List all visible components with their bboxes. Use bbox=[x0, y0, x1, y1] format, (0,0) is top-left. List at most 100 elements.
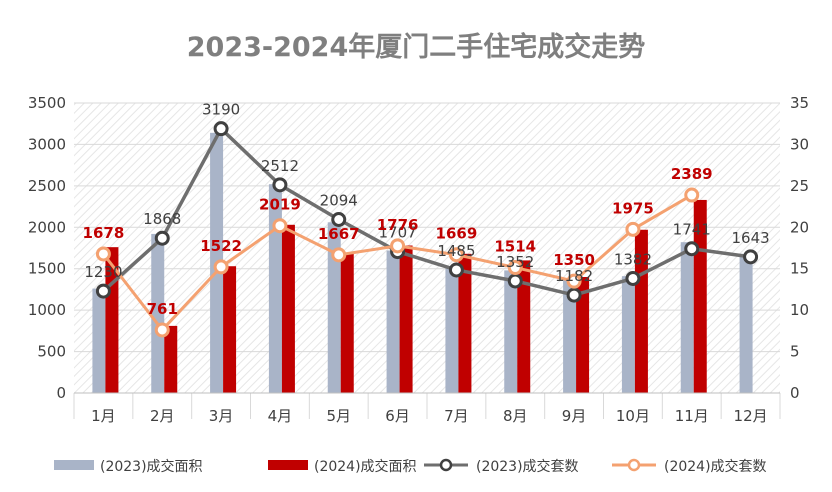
bar bbox=[281, 224, 295, 393]
line-series bbox=[95, 121, 759, 338]
y-left-tick-label: 0 bbox=[56, 384, 66, 402]
legend-label: (2024)成交面积 bbox=[314, 458, 417, 475]
y-right-tick-label: 15 bbox=[790, 260, 809, 278]
line-marker bbox=[213, 121, 229, 137]
x-tick-label: 3月 bbox=[209, 407, 234, 425]
bar bbox=[576, 277, 590, 393]
line-marker bbox=[331, 211, 347, 227]
data-label: 1669 bbox=[436, 225, 478, 243]
legend-swatch bbox=[54, 460, 94, 470]
y-left-tick-label: 3000 bbox=[28, 135, 66, 153]
data-label: 3190 bbox=[202, 101, 240, 119]
x-tick-label: 7月 bbox=[444, 407, 469, 425]
y-left-tick-label: 500 bbox=[37, 343, 66, 361]
data-label: 1514 bbox=[494, 238, 536, 256]
line-marker bbox=[331, 247, 347, 263]
line-marker bbox=[625, 221, 641, 237]
bar bbox=[151, 233, 165, 393]
data-label: 1230 bbox=[84, 263, 122, 281]
bar bbox=[386, 250, 400, 393]
bar bbox=[340, 252, 354, 393]
data-label: 2389 bbox=[671, 165, 713, 183]
line-marker bbox=[272, 177, 288, 193]
y-right-tick-label: 5 bbox=[790, 343, 800, 361]
bar bbox=[504, 270, 518, 393]
legend: (2023)成交面积 (2024)成交面积 (2023)成交套数 (2024)成交套数 bbox=[54, 458, 767, 475]
data-label: 2094 bbox=[320, 191, 358, 209]
data-label: 1643 bbox=[731, 229, 769, 247]
data-label: 1350 bbox=[553, 251, 595, 269]
legend-label: (2023)成交面积 bbox=[100, 458, 203, 475]
data-label: 1522 bbox=[200, 237, 242, 255]
legend-swatch bbox=[268, 460, 308, 470]
bar bbox=[105, 247, 119, 393]
bar bbox=[634, 229, 648, 393]
line-marker bbox=[743, 249, 759, 265]
bar bbox=[164, 325, 178, 393]
y-left-tick-label: 3500 bbox=[28, 94, 66, 112]
data-label: 1678 bbox=[83, 224, 125, 242]
legend-swatch-marker bbox=[439, 458, 453, 472]
data-label: 1352 bbox=[496, 253, 534, 271]
data-label: 1868 bbox=[143, 210, 181, 228]
y-right-tick-label: 35 bbox=[790, 94, 809, 112]
x-tick-label: 2月 bbox=[150, 407, 175, 425]
data-label: 1382 bbox=[614, 250, 652, 268]
line-marker bbox=[95, 246, 111, 262]
x-tick-label: 8月 bbox=[503, 407, 528, 425]
bar bbox=[739, 253, 753, 393]
line-marker bbox=[566, 287, 582, 303]
bar bbox=[563, 280, 577, 393]
y-left-tick-label: 2000 bbox=[28, 218, 66, 236]
line-marker bbox=[625, 270, 641, 286]
line-marker bbox=[448, 262, 464, 278]
data-labels: 1230 1868 3190 2512 2094 1707 1485 1352 1182 1382… bbox=[83, 101, 770, 318]
legend-label: (2024)成交套数 bbox=[664, 458, 767, 475]
bar bbox=[680, 242, 694, 393]
line-marker bbox=[684, 241, 700, 257]
y-right-tick-label: 25 bbox=[790, 177, 809, 195]
data-label: 1975 bbox=[612, 199, 654, 217]
line-marker bbox=[684, 187, 700, 203]
y-right-tick-label: 20 bbox=[790, 218, 809, 236]
y-left-tick-label: 1000 bbox=[28, 301, 66, 319]
line-marker bbox=[272, 218, 288, 234]
data-label: 1667 bbox=[318, 225, 360, 243]
data-label: 761 bbox=[147, 300, 178, 318]
legend-label: (2023)成交套数 bbox=[476, 458, 579, 475]
line-marker bbox=[154, 230, 170, 246]
bar bbox=[92, 288, 106, 393]
data-label: 1776 bbox=[377, 216, 419, 234]
bar bbox=[399, 245, 413, 393]
x-tick-label: 10月 bbox=[616, 407, 650, 425]
line-marker bbox=[390, 238, 406, 254]
data-label: 1182 bbox=[555, 267, 593, 285]
bar bbox=[458, 253, 472, 393]
y-left-tick-label: 2500 bbox=[28, 177, 66, 195]
x-tick-label: 12月 bbox=[734, 407, 768, 425]
bar bbox=[223, 266, 237, 393]
x-tick-label: 6月 bbox=[385, 407, 410, 425]
data-label: 1485 bbox=[437, 242, 475, 260]
bar bbox=[621, 276, 635, 393]
bar bbox=[327, 222, 341, 393]
chart-title: 2023-2024年厦门二手住宅成交走势 bbox=[187, 31, 646, 63]
x-tick-label: 1月 bbox=[91, 407, 116, 425]
bar bbox=[445, 266, 459, 393]
plot-area bbox=[74, 103, 780, 393]
y-right-tick-label: 0 bbox=[790, 384, 800, 402]
y-left-tick-label: 1500 bbox=[28, 260, 66, 278]
series-line bbox=[102, 126, 751, 297]
x-tick-label: 4月 bbox=[268, 407, 293, 425]
y-right-tick-label: 10 bbox=[790, 301, 809, 319]
bar bbox=[268, 184, 282, 393]
x-tick-label: 11月 bbox=[675, 407, 709, 425]
legend-swatch-marker bbox=[627, 458, 641, 472]
data-label: 2512 bbox=[261, 157, 299, 175]
line-marker bbox=[95, 283, 111, 299]
line-marker bbox=[507, 273, 523, 289]
x-tick-label: 5月 bbox=[326, 407, 351, 425]
line-marker bbox=[154, 322, 170, 338]
